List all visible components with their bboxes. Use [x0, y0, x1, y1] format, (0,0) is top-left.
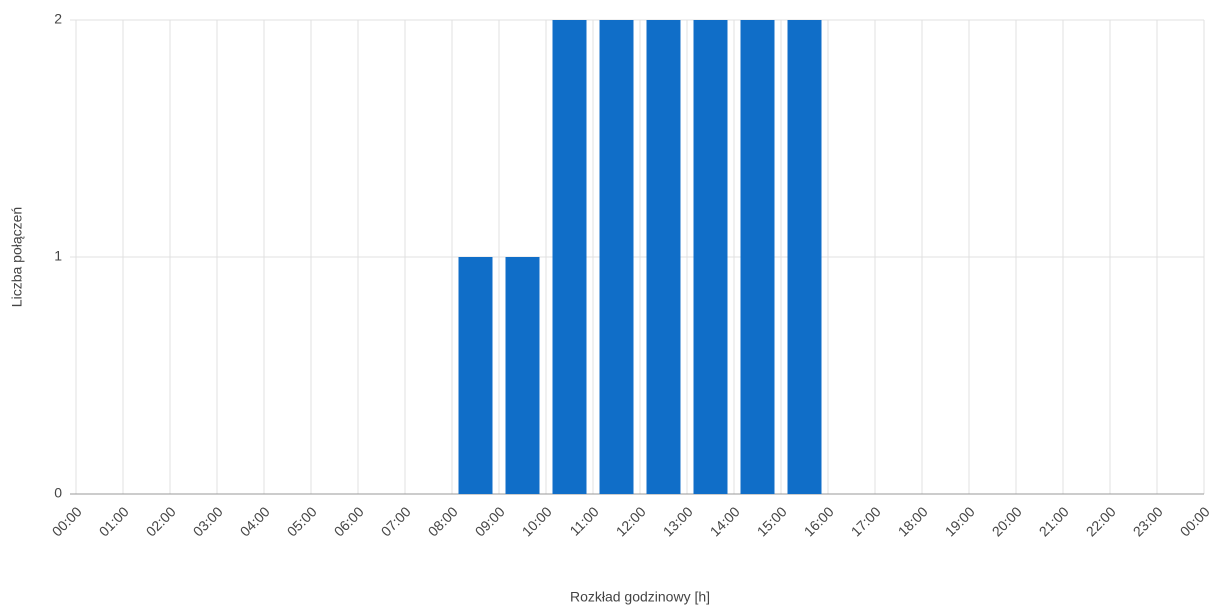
x-tick-label: 08:00	[425, 503, 461, 539]
x-tick-label: 07:00	[378, 503, 414, 539]
x-tick-label: 04:00	[237, 503, 273, 539]
x-tick-label: 20:00	[989, 503, 1025, 539]
x-tick-label: 17:00	[848, 503, 884, 539]
x-tick-label: 11:00	[566, 503, 602, 539]
x-tick-label: 23:00	[1130, 503, 1166, 539]
x-tick-label: 16:00	[801, 503, 837, 539]
bar	[599, 20, 634, 494]
x-tick-label: 15:00	[754, 503, 790, 539]
y-axis-label: Liczba połączeń	[9, 207, 25, 307]
x-tick-label: 03:00	[190, 503, 226, 539]
x-tick-label: 00:00	[49, 503, 85, 539]
x-tick-label: 13:00	[660, 503, 696, 539]
x-tick-label: 10:00	[519, 503, 555, 539]
x-tick-label: 21:00	[1036, 503, 1072, 539]
x-tick-label: 00:00	[1177, 503, 1213, 539]
y-tick-label: 1	[54, 248, 62, 264]
x-tick-label: 18:00	[895, 503, 931, 539]
x-tick-label: 14:00	[707, 503, 743, 539]
y-tick-label: 2	[54, 11, 62, 27]
x-tick-label: 22:00	[1083, 503, 1119, 539]
bar	[740, 20, 775, 494]
x-tick-label: 12:00	[613, 503, 649, 539]
bar	[693, 20, 728, 494]
bar	[787, 20, 822, 494]
x-tick-label: 01:00	[96, 503, 132, 539]
x-tick-label: 19:00	[942, 503, 978, 539]
x-axis-label: Rozkład godzinowy [h]	[570, 589, 710, 605]
bar	[646, 20, 681, 494]
bar	[458, 257, 493, 494]
bar	[552, 20, 587, 494]
x-tick-label: 02:00	[143, 503, 179, 539]
bar	[505, 257, 540, 494]
y-tick-label: 0	[54, 485, 62, 501]
x-tick-label: 06:00	[331, 503, 367, 539]
x-tick-label: 09:00	[472, 503, 508, 539]
x-tick-label: 05:00	[284, 503, 320, 539]
